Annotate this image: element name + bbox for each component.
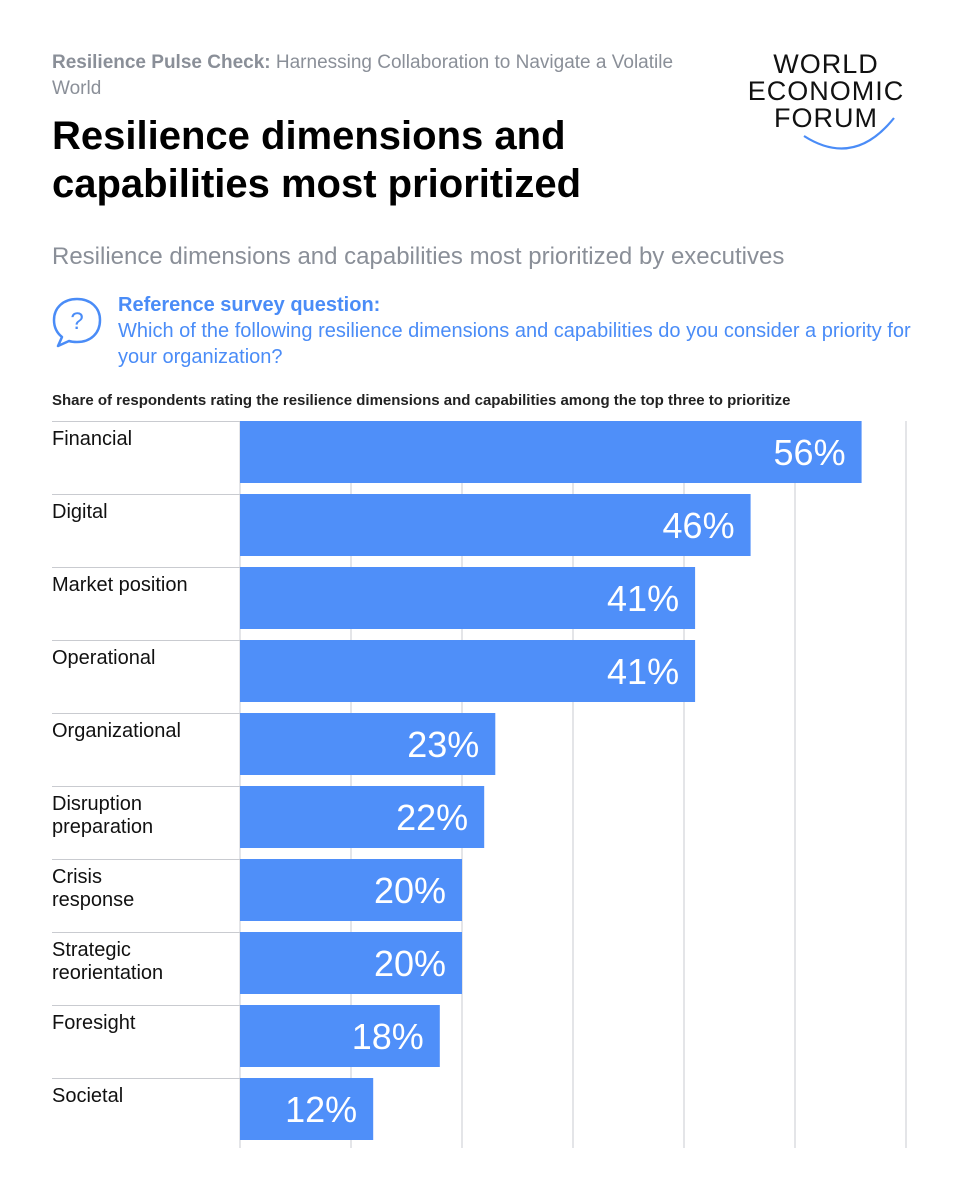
logo-word-1: WORLD <box>773 49 879 79</box>
category-label: Disruption preparation <box>52 793 153 838</box>
category-label: Operational <box>52 647 155 669</box>
category-label-line: preparation <box>52 816 153 838</box>
category-label-line: reorientation <box>52 962 163 984</box>
category-label-line: Foresight <box>52 1012 136 1034</box>
category-label: Foresight <box>52 1012 136 1034</box>
speech-bubble-question-icon: ? <box>52 297 102 348</box>
bar-digital <box>240 494 751 556</box>
wef-logo: WORLD ECONOMIC FORUM <box>726 48 926 158</box>
page-title: Resilience dimensions and capabilities m… <box>52 114 582 206</box>
category-label: Societal <box>52 1085 123 1107</box>
bar-operational <box>240 640 696 702</box>
category-label-line: Crisis <box>52 866 102 888</box>
category-label-line: Market position <box>52 574 188 596</box>
report-heading: Resilience Pulse Check: Harnessing Colla… <box>52 50 692 102</box>
logo-arc-icon <box>803 117 895 150</box>
report-name: Resilience Pulse Check: <box>52 52 271 73</box>
category-label-line: Operational <box>52 647 155 669</box>
category-label-line: Societal <box>52 1085 123 1107</box>
value-label: 22% <box>396 797 468 838</box>
bar-societal <box>240 1078 374 1140</box>
value-label: 12% <box>285 1089 357 1130</box>
value-label: 18% <box>352 1016 424 1057</box>
value-label: 41% <box>607 578 679 619</box>
category-label-line: response <box>52 889 134 911</box>
value-label: 23% <box>407 724 479 765</box>
value-label: 41% <box>607 651 679 692</box>
svg-text:?: ? <box>70 308 83 335</box>
bar-strategic-reorientation <box>240 932 462 994</box>
category-label: Crisis response <box>52 866 134 911</box>
value-label: 56% <box>774 432 846 473</box>
category-label: Digital <box>52 501 108 523</box>
category-label-line: Strategic <box>52 939 131 961</box>
bars-layer: 56% Financial 46% Digital 41% Market position… <box>52 421 862 1140</box>
category-label-line: Disruption <box>52 793 142 815</box>
category-label: Organizational <box>52 720 181 742</box>
bar-disruption-preparation <box>240 786 485 848</box>
bar-financial <box>240 421 862 483</box>
chart-title: Share of respondents rating the resilien… <box>52 392 791 409</box>
value-label: 20% <box>374 943 446 984</box>
category-label-line: Financial <box>52 428 132 450</box>
report-subtitle: Harnessing Collaboration to Navigate a V… <box>52 52 674 99</box>
bar-market-position <box>240 567 696 629</box>
category-label: Strategic reorientation <box>52 939 163 984</box>
bar-organizational <box>240 713 496 775</box>
category-label-line: Organizational <box>52 720 181 742</box>
survey-question-text: Which of the following resilience dimens… <box>118 320 911 368</box>
chart-subtitle: Resilience dimensions and capabilities m… <box>52 243 785 270</box>
bar-foresight <box>240 1005 440 1067</box>
value-label: 46% <box>663 505 735 546</box>
logo-word-2: ECONOMIC <box>747 76 905 106</box>
survey-question-label: Reference survey question: <box>118 294 381 316</box>
category-label-line: Digital <box>52 501 108 523</box>
category-label: Financial <box>52 428 132 450</box>
survey-question: Reference survey question: Which of the … <box>118 292 918 370</box>
value-label: 20% <box>374 870 446 911</box>
category-label: Market position <box>52 574 188 596</box>
bar-crisis-response <box>240 859 462 921</box>
logo-word-3: FORUM <box>774 103 878 133</box>
